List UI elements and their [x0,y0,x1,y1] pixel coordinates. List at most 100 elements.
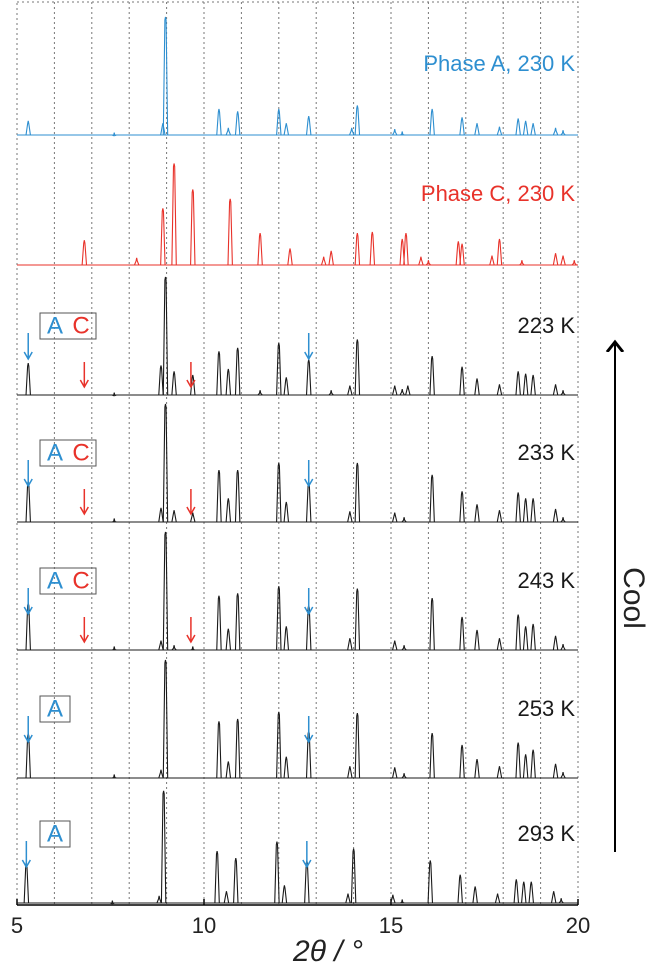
peak [459,616,465,651]
peak-arrow [23,716,33,744]
peak [158,640,164,651]
x-tick-label: 10 [192,913,216,938]
peak [216,721,222,779]
peak [305,359,312,396]
peak [234,718,241,779]
arrow-part [21,859,32,869]
peak [560,517,566,523]
peak-arrow [79,362,89,389]
peak [474,123,480,136]
peak [392,640,398,651]
peak [160,790,167,904]
peak-arrow [21,841,32,869]
peak [401,773,407,779]
peak [515,614,521,651]
tag: A [47,820,63,847]
arrow-part [186,379,196,389]
peak [474,759,480,779]
peak [234,111,241,136]
peak-arrow [23,460,33,488]
peak [171,510,177,523]
peak [328,390,334,396]
series-label: Phase A, 230 K [423,51,575,76]
peak [158,507,164,523]
peak [474,378,480,396]
peak [552,508,559,523]
tag-box [39,695,71,723]
peak [515,492,521,523]
peak [530,498,536,523]
peak [223,891,230,904]
peak [552,253,559,266]
arrow-part [304,606,314,616]
peak [354,712,361,779]
peak [429,474,435,523]
peak [225,127,232,136]
peak [418,256,424,266]
peak [345,893,351,904]
peak-arrow [23,333,33,361]
arrow-part [302,859,312,869]
peak [405,385,411,396]
peak [560,771,566,779]
peak [530,374,536,396]
peak [399,131,405,136]
peak [162,531,169,651]
peak [234,347,241,396]
peak [274,841,280,904]
peak-arrow [304,333,314,361]
peak [552,763,559,779]
peak-arrow [186,489,196,516]
series-label: 223 K [518,313,576,338]
peak [354,105,361,136]
peak [530,123,536,136]
peak [162,403,169,523]
peak [227,198,233,266]
peak [494,893,501,904]
peak [216,351,222,396]
peak [354,462,361,523]
peak [283,377,290,396]
peak [552,384,559,396]
peak [459,491,465,523]
peak [459,243,465,266]
peak [156,895,162,904]
peak [257,233,263,266]
peak [328,250,334,266]
arrow-part [23,478,33,488]
peak-arrow [186,617,196,644]
peak [560,643,566,651]
arrow-part [304,478,314,488]
x-tick-label: 15 [379,913,403,938]
peak [496,510,503,523]
peak [216,108,222,136]
peak [515,118,521,136]
peak [550,891,557,904]
peak [305,481,312,523]
peak [225,368,232,396]
arrow-part [79,506,89,516]
peak [225,628,232,651]
peak [459,117,465,136]
peak [225,498,232,523]
peak [369,231,376,266]
peak [276,711,282,779]
peak [496,766,503,779]
peak [427,860,434,904]
peak [403,233,409,266]
peak [558,898,564,904]
peak [234,593,241,651]
peak [25,120,31,136]
tag: C [72,312,89,339]
peak-arrow [186,362,196,389]
tag: C [72,567,89,594]
peak-arrow [79,489,89,516]
peak [459,744,465,779]
peak [225,761,232,779]
peak [281,885,288,904]
peak [162,276,169,396]
peak [392,767,398,779]
tag-box [39,312,97,340]
peak [111,518,117,523]
peak [401,645,407,651]
